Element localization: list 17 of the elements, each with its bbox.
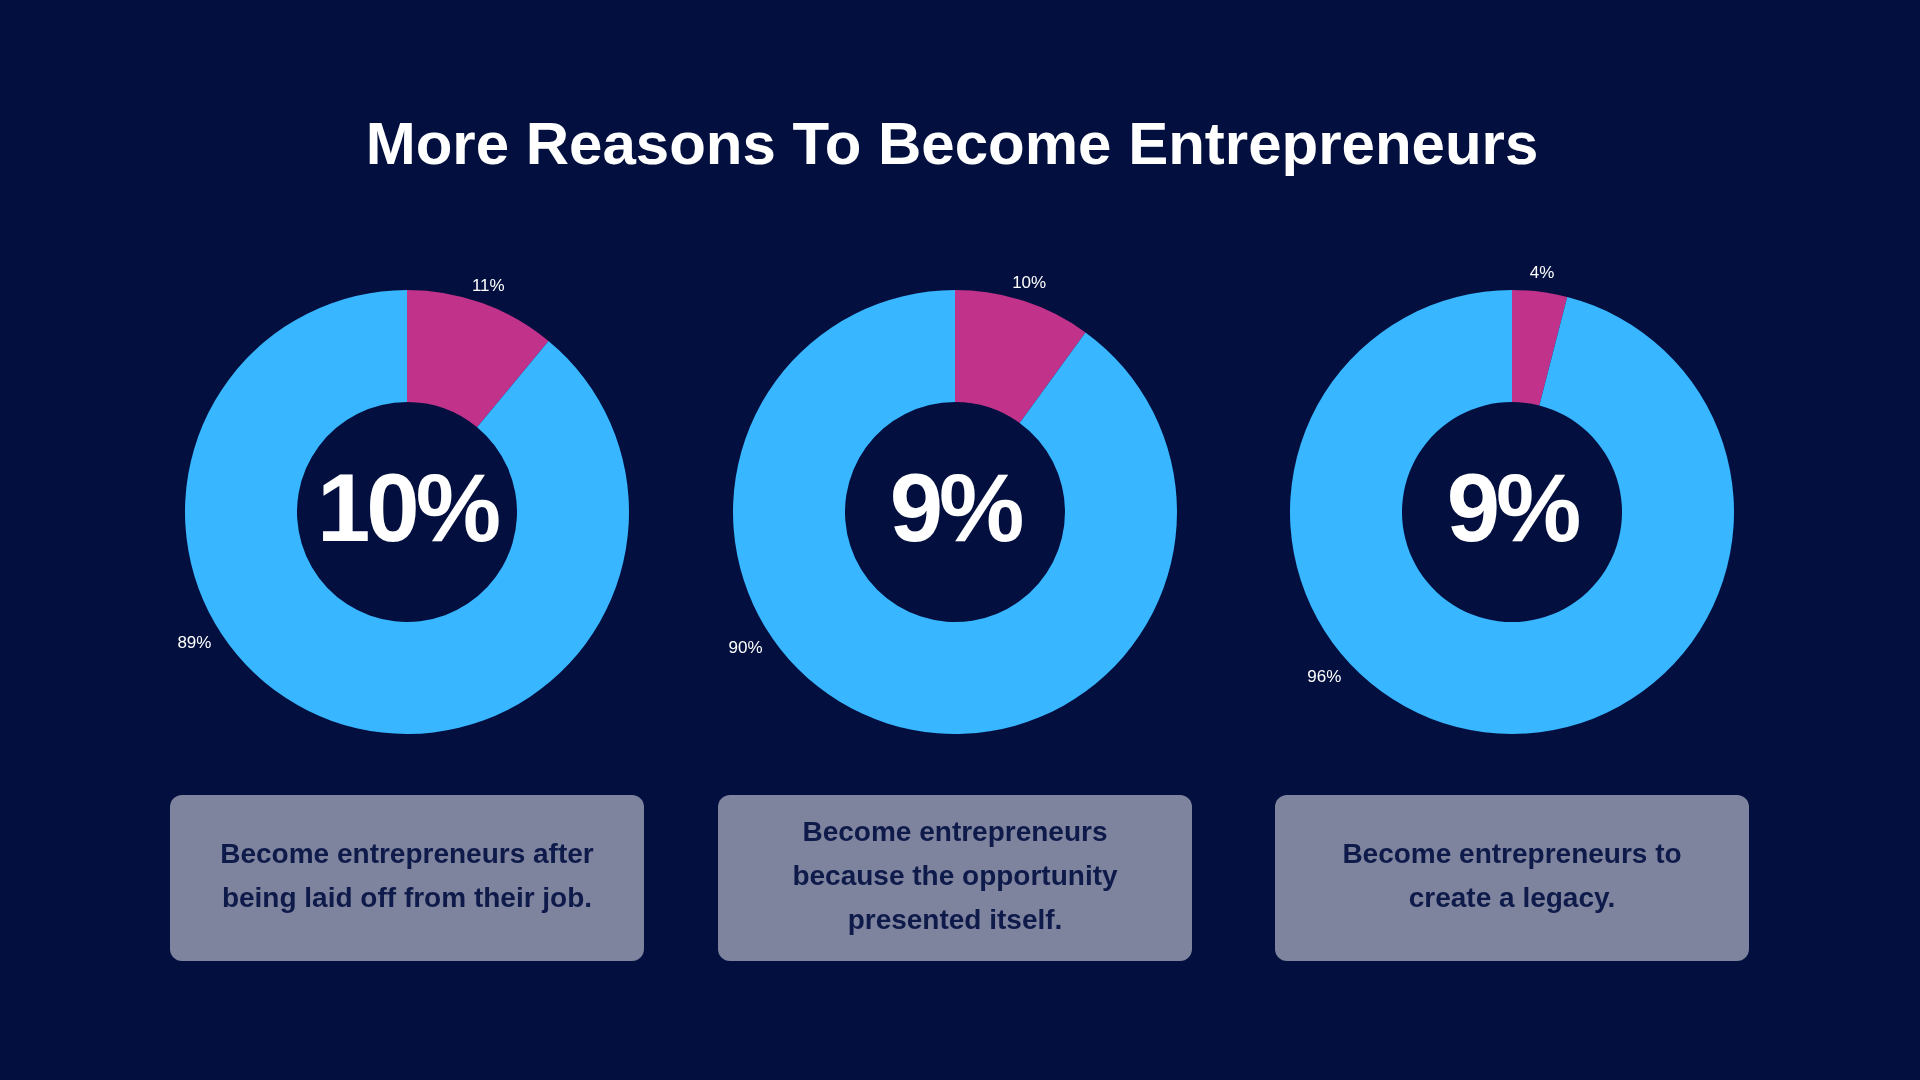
- donut-slice: [955, 290, 1086, 424]
- text: Become entrepreneurs to create a legacy.: [1342, 838, 1682, 914]
- text: 9%: [889, 454, 1023, 562]
- text: Become entrepreneurs after being laid off from their job.: [220, 838, 594, 914]
- data-label: 96%: [1307, 666, 1342, 686]
- donut-slice: [407, 290, 549, 428]
- text: More Reasons To Become Entrepreneurs: [365, 109, 1539, 177]
- donut-slice: [1512, 290, 1568, 406]
- data-label: 10%: [1012, 273, 1047, 293]
- data-label: 4%: [1529, 263, 1555, 283]
- text: Become entrepreneurs because the opportunity presented itself.: [792, 816, 1118, 936]
- text: 10%: [316, 454, 499, 562]
- data-label: 90%: [728, 638, 763, 658]
- donut-slice: [1290, 290, 1734, 734]
- text: 9%: [1446, 454, 1580, 562]
- data-label: 11%: [471, 275, 505, 295]
- data-label: 89%: [177, 633, 212, 653]
